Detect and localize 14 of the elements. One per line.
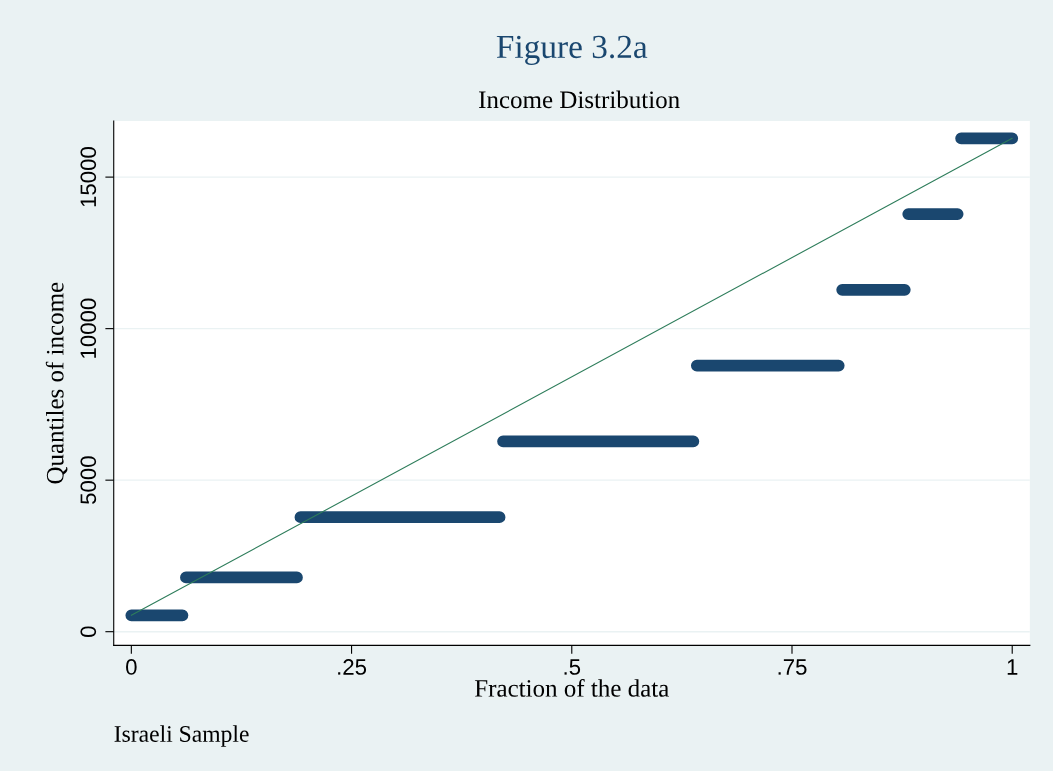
x-tick-label: 0 (126, 659, 137, 675)
x-tick-label: .25 (338, 659, 367, 675)
x-tick-label: 1 (1007, 659, 1018, 675)
text: Israeli Sample (114, 725, 249, 747)
y-tick-label: 5000 (80, 456, 97, 504)
chart-title: Figure 3.2a (496, 35, 648, 66)
x-tick-label: .75 (778, 659, 807, 675)
y-tick-label: 0 (80, 626, 97, 637)
y-tick-label: 10000 (80, 298, 97, 358)
x-tick-label: .5 (564, 659, 581, 675)
y-tick-label: 15000 (80, 147, 97, 207)
y-axis-title: Quantiles of income (45, 282, 68, 484)
chart-subtitle: Income Distribution (479, 90, 680, 109)
x-axis-title: Fraction of the data (474, 678, 669, 697)
